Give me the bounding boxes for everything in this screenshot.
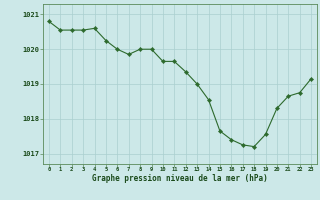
- X-axis label: Graphe pression niveau de la mer (hPa): Graphe pression niveau de la mer (hPa): [92, 174, 268, 183]
